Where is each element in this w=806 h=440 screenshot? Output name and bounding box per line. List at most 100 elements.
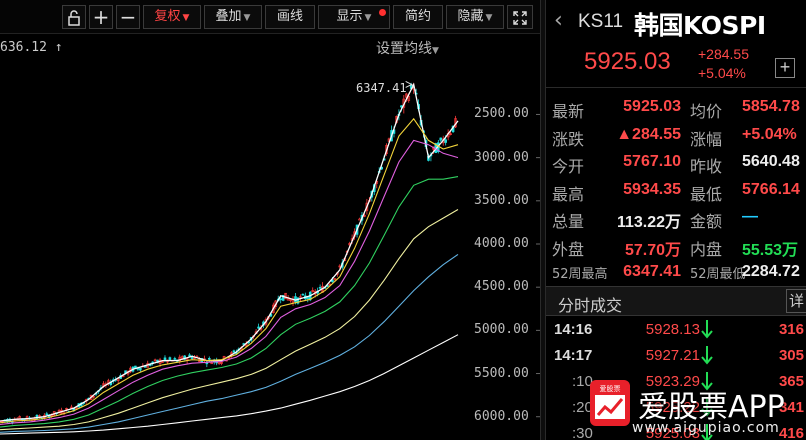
chevron-left-icon[interactable]: ‹ [554,8,563,33]
candle-body [284,292,287,300]
y-tick-label: 2500.00 [474,106,529,122]
candle-body [318,287,322,289]
ma-settings-button[interactable]: 设置均线▼ [376,41,439,57]
series-line-6 [0,334,459,435]
candle-body [281,294,285,301]
quote-row: 最新 5925.03 均价 5854.78 [546,94,806,122]
candle-body [173,358,177,360]
trade-volume: 341 [778,399,804,416]
time-sales-row: 14:16 5928.13 316 [546,318,806,344]
trade-time: 14:17 [554,347,593,364]
candle-body [294,296,297,303]
candle-body [168,357,172,361]
candle-body [232,350,236,353]
watermark-url: www.aigupiao.com [632,420,780,436]
candle-body [45,413,49,416]
series-line-3 [0,176,459,428]
chart-top-price-label: 636.12 ↑ [0,40,63,55]
arrow-down-icon [701,422,713,440]
watermark: 爱股票 爱股票APP www.aigupiao.com [586,376,806,440]
time-sales-header: 分时成交 详 [546,286,806,316]
candle-body [306,297,310,299]
quote-label: 最新 [552,102,585,121]
series-line-1 [0,117,459,424]
zoom-in-icon[interactable]: + [89,5,113,29]
y-tick-label: 4500.00 [474,279,529,295]
quote-label: 昨收 [690,157,723,176]
lock-icon[interactable] [62,5,86,29]
chart-canvas [0,81,540,435]
quote-value: 5934.35 [623,180,681,198]
add-watchlist-button[interactable]: + [775,58,795,78]
price-chart[interactable]: 636.12 ↑ 设置均线▼ 6347.41 6000.00 5500.00 500… [0,34,540,440]
series-line-0 [0,82,459,422]
candle-body [153,359,157,362]
quote-label: 今开 [552,157,585,176]
trade-volume: 305 [778,347,804,364]
candle-body [178,356,182,361]
trade-volume: 365 [778,373,804,390]
quote-value: 5925.03 [623,98,681,115]
quote-row: 涨跌 ▲284.55 涨幅 +5.04% [546,122,806,150]
peak-arrow-head [405,81,413,88]
candle-body [139,367,142,371]
notification-dot [379,9,386,16]
quote-row: 今开 5767.10 昨收 5640.48 [546,149,806,177]
trade-volume: 416 [778,425,804,440]
candle-body [444,139,447,143]
candle-body [331,279,334,283]
svg-text:爱股票: 爱股票 [600,385,621,393]
time-sales-row: :30 5925.03 416 [546,422,806,440]
overlay-button[interactable]: 叠加 ▼ [204,5,262,29]
candle-body [205,362,209,365]
fuquan-button[interactable]: 复权 ▼ [143,5,201,29]
quote-label: 总量 [552,212,585,231]
quote-value: 57.70万 [624,241,681,259]
chart-toolbar: + − 复权 ▼ 叠加 ▼ 画线 显示 ▼ 简约 隐藏 ▼ [0,0,540,34]
candle-body [358,218,361,221]
candle-body [449,133,452,136]
time-sales-detail-button[interactable]: 详 [786,289,806,313]
quote-label: 内盘 [690,239,723,259]
quote-label: 外盘 [552,239,585,259]
candle-body [188,354,191,357]
price-change-pct: +5.04% [698,65,746,81]
trade-price: 5928.13 [645,321,700,338]
price-summary: 5925.03 +284.55 +5.04% + [546,44,806,88]
trade-volume: 316 [778,321,804,338]
hide-button[interactable]: 隐藏 ▼ [446,5,504,29]
candle-body [220,361,223,364]
ticker-name: 韩国KOSPI [634,11,766,40]
display-button[interactable]: 显示 ▼ [318,5,390,29]
trade-price: 5927.21 [645,347,700,364]
simple-button[interactable]: 简约 [393,5,443,29]
trade-time: :20 [572,399,593,416]
brand-logo: 爱股票 [590,380,630,426]
quote-label: 涨幅 [690,129,723,149]
quote-panel: ‹ KS11 韩国KOSPI 5925.03 +284.55 +5.04% + … [546,0,806,440]
quote-value: 6347.41 [623,263,681,280]
arrow-down-icon [701,396,713,423]
fullscreen-icon[interactable] [507,5,533,29]
candle-body [161,361,164,363]
series-line-5 [0,253,459,433]
quote-row: 52周最高 6347.41 52周最低 2284.72 [546,259,806,287]
arrow-down-icon [701,344,713,371]
quote-row: 最高 5934.35 最低 5766.14 [546,177,806,205]
trade-price: 5925.22 [645,399,700,416]
draw-line-button[interactable]: 画线 [265,5,315,29]
candle-body [333,278,337,280]
quote-value: 5854.78 [742,98,800,115]
time-sales-title: 分时成交 [558,296,623,315]
quote-value: — [742,208,758,225]
y-tick-label: 4000.00 [474,236,529,251]
quote-row: 总量 113.22万 金额 — [546,204,806,232]
quote-label: 最高 [552,184,585,204]
zoom-out-icon[interactable]: − [116,5,140,29]
candle-body [257,326,260,329]
y-tick-label: 6000.00 [474,408,529,424]
panel-divider[interactable] [540,0,546,440]
candle-body [279,298,283,301]
candle-body [272,304,275,313]
y-tick-label: 3000.00 [474,149,529,165]
